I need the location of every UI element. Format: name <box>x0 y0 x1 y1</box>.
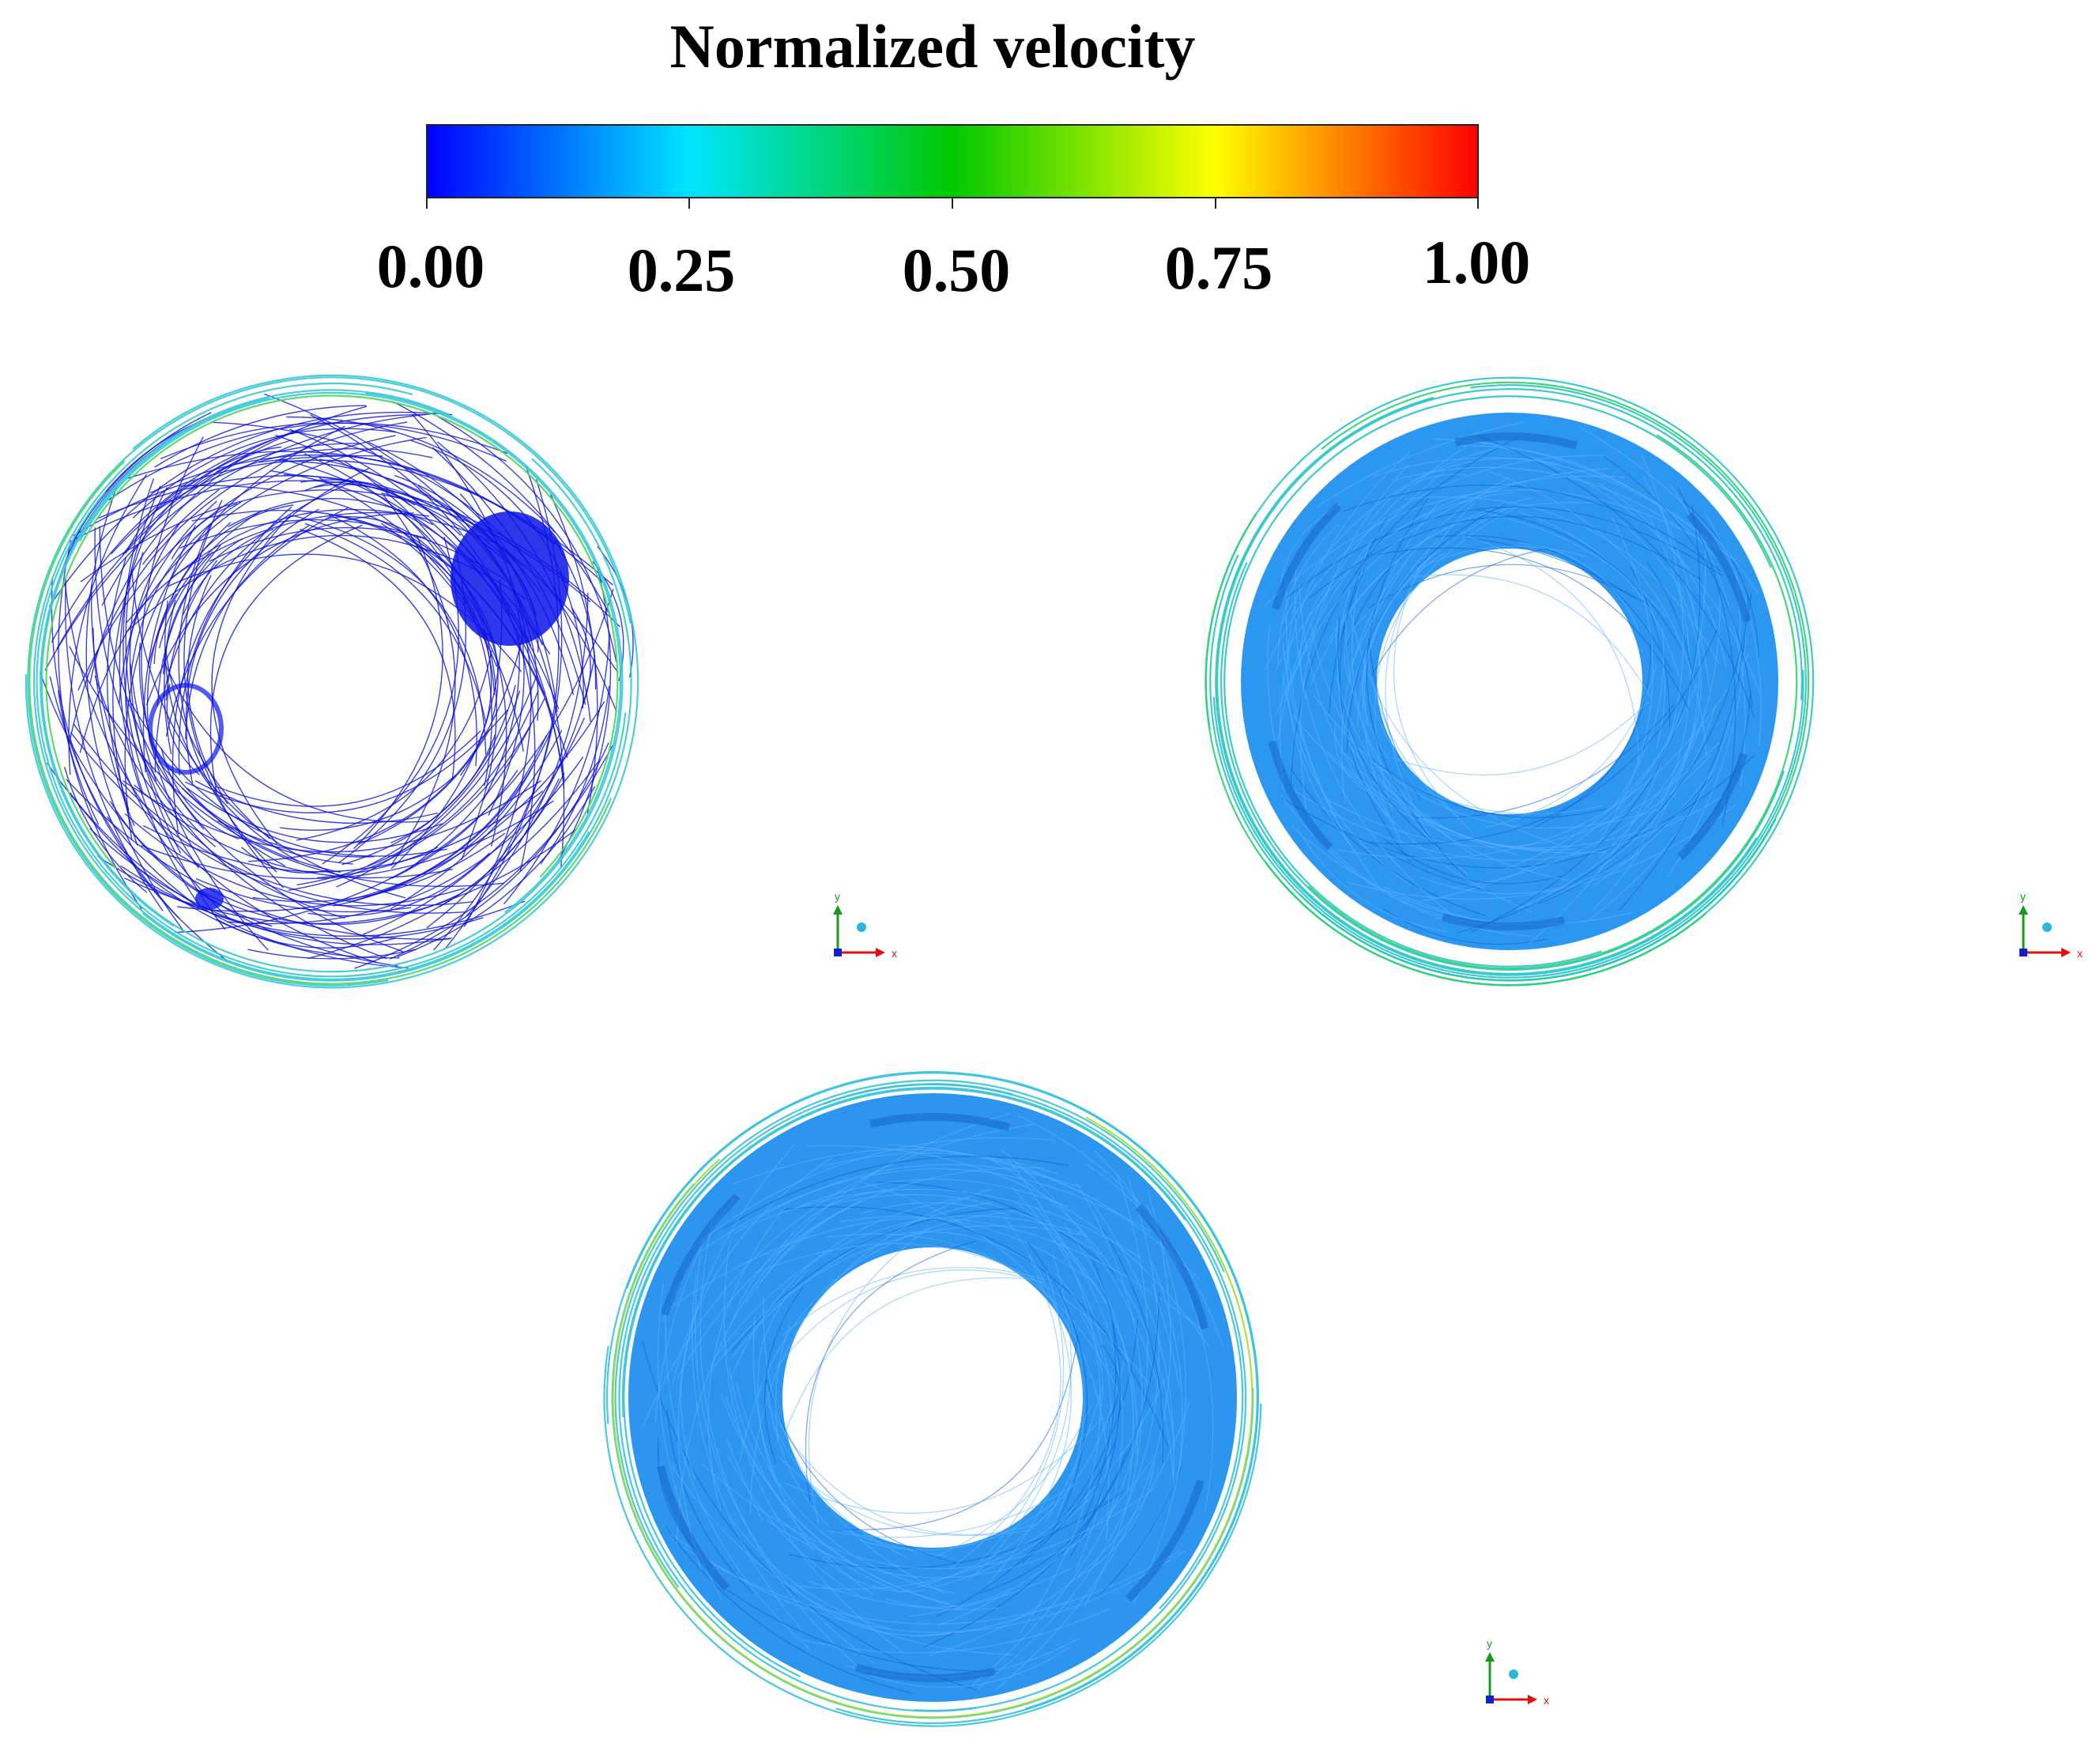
swirl-band <box>1454 432 1578 450</box>
axis-x-label: x <box>892 947 897 960</box>
axis-triad: xy <box>2019 890 2083 960</box>
swirl-band <box>1135 1204 1209 1330</box>
colorbar-title: Normalized velocity <box>670 12 1196 81</box>
swirl-band <box>1677 753 1747 860</box>
colorbar-tick-marks <box>426 198 1479 209</box>
flow-annulus <box>628 1093 1237 1702</box>
axis-x-label: x <box>2077 947 2083 960</box>
swirl-band <box>869 1113 1011 1132</box>
vortex-core <box>148 683 224 775</box>
swirl-band <box>1268 740 1333 851</box>
outer-rim-streamlines <box>1205 376 1815 987</box>
swirl-band <box>1442 913 1565 930</box>
swirl-band <box>656 1465 730 1591</box>
axis-y-label: y <box>835 890 840 903</box>
streamlines <box>642 1112 1224 1694</box>
vortex-core <box>195 888 224 910</box>
swirl-band <box>1272 503 1342 610</box>
colorbar: Normalized velocity 0.00 0.25 0.50 0.75 … <box>377 12 1531 304</box>
colorbar-tick-label: 1.00 <box>1423 228 1531 296</box>
colorbar-tick-label: 0.50 <box>903 236 1011 304</box>
axis-y-label: y <box>2020 890 2026 903</box>
outer-rim-streamlines <box>25 374 639 989</box>
flow-annulus <box>1241 413 1778 950</box>
swirl-band <box>854 1663 996 1682</box>
colorbar-gradient <box>426 124 1479 198</box>
swirl-band <box>661 1193 741 1316</box>
axis-x-label: x <box>1544 1694 1549 1707</box>
colorbar-tick-label: 0.00 <box>377 232 485 300</box>
swirl-band <box>1686 511 1751 623</box>
swirl-band <box>1125 1479 1205 1602</box>
colorbar-tick-label: 0.75 <box>1165 233 1273 302</box>
streamlines <box>1264 421 1762 945</box>
axis-triad: xy <box>833 890 897 960</box>
axis-y-label: y <box>1487 1637 1492 1650</box>
colorbar-tick-label: 0.25 <box>628 236 736 304</box>
panel-bottom <box>603 1071 1262 1727</box>
panel-top-right <box>1205 376 1815 987</box>
axis-triad: xy <box>1485 1637 1549 1707</box>
outer-rim-streamlines <box>603 1071 1262 1727</box>
streamlines <box>39 393 634 969</box>
panel-top-left <box>25 374 639 989</box>
vortex-core <box>451 511 569 646</box>
